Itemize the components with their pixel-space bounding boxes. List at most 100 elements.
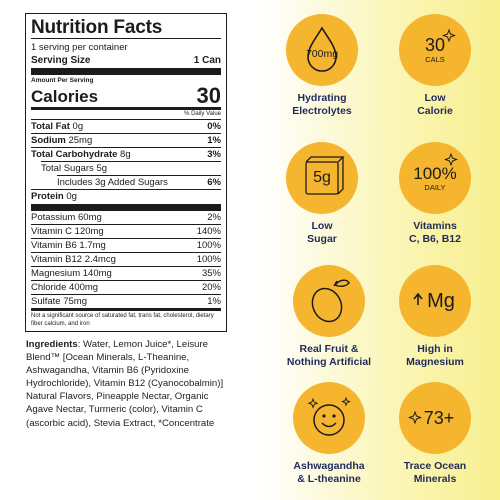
badge-hydrating-electrolytes: 700mg Hydrating Electrolytes bbox=[272, 14, 372, 118]
nutrient-name: Magnesium bbox=[31, 268, 81, 279]
nutrient-amount: 0g bbox=[72, 121, 84, 132]
nutrient-name: Sodium bbox=[31, 135, 66, 146]
smiley-icon bbox=[307, 396, 351, 436]
divider bbox=[31, 119, 221, 120]
micronutrient-row: Vitamin B12 2.4mcg 100% bbox=[31, 253, 221, 266]
nutrient-amount: 2.4mcg bbox=[84, 254, 116, 265]
badge-caption-line: Minerals bbox=[413, 473, 457, 485]
badge-low-sugar: 5g Low Sugar bbox=[272, 142, 372, 246]
nutrient-amount: 1.7mg bbox=[79, 240, 106, 251]
badge-circle: Mg bbox=[399, 265, 471, 337]
divider-thick bbox=[31, 68, 221, 75]
nutrient-row: Total Sugars 5g bbox=[31, 162, 221, 175]
calories-value: 30 bbox=[196, 83, 221, 108]
nutrient-dv: 3% bbox=[207, 149, 221, 160]
divider bbox=[31, 224, 221, 225]
badge-icon-subtext: CALS bbox=[425, 55, 445, 65]
divider bbox=[31, 238, 221, 239]
serving-size-value: 1 Can bbox=[193, 55, 221, 66]
divider-thick bbox=[31, 204, 221, 211]
nutrient-amount: 5g bbox=[96, 163, 108, 174]
badge-icon-text: 73+ bbox=[423, 407, 455, 428]
badge-circle: 30 CALS bbox=[399, 14, 471, 86]
nutrient-name: Vitamin B6 bbox=[31, 240, 77, 251]
badge-caption-line: C, B6, B12 bbox=[409, 233, 461, 245]
badge-trace-minerals: 73+ Trace Ocean Minerals bbox=[385, 382, 485, 486]
badge-caption: Trace Ocean Minerals bbox=[385, 460, 485, 486]
nutrient-row: Includes 3g Added Sugars 6% bbox=[31, 176, 221, 189]
badge-caption: Real Fruit & Nothing Artificial bbox=[279, 343, 379, 369]
sparkle-icon bbox=[442, 28, 456, 43]
nutrient-dv: 100% bbox=[196, 254, 221, 265]
badge-circle: 73+ bbox=[399, 382, 471, 454]
nutrient-name: Sulfate bbox=[31, 296, 61, 307]
badge-caption: Low Sugar bbox=[272, 220, 372, 246]
badge-caption-line: Sugar bbox=[307, 233, 337, 245]
divider bbox=[31, 147, 221, 148]
nutrient-dv: 1% bbox=[207, 296, 221, 307]
nutrient-name: Protein bbox=[31, 191, 64, 202]
badge-icon-text: 30 bbox=[424, 35, 446, 56]
nutrient-amount: 8g bbox=[120, 149, 131, 160]
badge-real-fruit: Real Fruit & Nothing Artificial bbox=[279, 265, 379, 369]
badge-icon-text: 700mg bbox=[305, 48, 339, 60]
lemon-icon bbox=[311, 279, 350, 323]
badge-caption-line: Calorie bbox=[417, 105, 453, 117]
divider bbox=[31, 133, 221, 134]
ingredients-text: Ingredients: Water, Lemon Juice*, Leisur… bbox=[26, 338, 236, 430]
badge-caption: Low Calorie bbox=[385, 92, 485, 118]
micronutrient-row: Vitamin C 120mg 140% bbox=[31, 225, 221, 238]
badge-caption-line: High in bbox=[417, 343, 453, 355]
badge-caption-line: Nothing Artificial bbox=[286, 356, 372, 368]
nutrient-name: Total Sugars bbox=[41, 163, 94, 174]
sparkle-icon bbox=[444, 152, 458, 167]
badge-caption-line: Hydrating bbox=[297, 92, 347, 104]
nutrient-name: Chloride bbox=[31, 282, 67, 293]
badge-caption-line: Magnesium bbox=[406, 356, 464, 368]
ingredients-label: Ingredients bbox=[26, 339, 78, 350]
nutrient-dv: 2% bbox=[207, 212, 221, 223]
nutrient-amount: 120mg bbox=[74, 226, 104, 237]
badge-caption: Vitamins C, B6, B12 bbox=[385, 220, 485, 246]
nutrient-dv: 20% bbox=[201, 282, 221, 293]
micronutrient-row: Sulfate 75mg 1% bbox=[31, 295, 221, 308]
divider bbox=[31, 189, 221, 190]
divider bbox=[41, 161, 221, 162]
mineral-icon bbox=[408, 410, 422, 425]
badge-caption-line: Low bbox=[424, 92, 446, 104]
badge-icon-text: Mg bbox=[427, 289, 455, 312]
amount-per-serving: Amount Per Serving bbox=[31, 77, 94, 84]
badge-caption: Hydrating Electrolytes bbox=[272, 92, 372, 118]
nutrient-amount: 25mg bbox=[68, 135, 93, 146]
badge-caption: Ashwagandha & L-theanine bbox=[279, 460, 379, 486]
badge-low-calorie: 30 CALS Low Calorie bbox=[385, 14, 485, 118]
nutrition-facts-title: Nutrition Facts bbox=[31, 17, 163, 38]
nutrient-row: Protein 0g bbox=[31, 190, 221, 203]
nutrition-facts-panel: Nutrition Facts 1 serving per container … bbox=[25, 13, 227, 332]
nutrient-amount: 0g bbox=[66, 191, 77, 202]
calories-label: Calories bbox=[31, 87, 99, 106]
serving-size-row: Serving Size 1 Can bbox=[31, 54, 221, 67]
divider bbox=[57, 175, 221, 176]
nutrient-row: Total Carbohydrate 8g 3% bbox=[31, 148, 221, 161]
nutrient-dv: 6% bbox=[207, 177, 221, 188]
badge-caption-line: Real Fruit & bbox=[299, 343, 359, 355]
micronutrient-row: Vitamin B6 1.7mg 100% bbox=[31, 239, 221, 252]
daily-value-header: % Daily Value bbox=[184, 111, 221, 117]
divider bbox=[31, 252, 221, 253]
badge-circle: 100% DAILY bbox=[399, 142, 471, 214]
divider bbox=[31, 294, 221, 295]
nutrient-amount: 400mg bbox=[69, 282, 99, 293]
badge-circle: 5g bbox=[286, 142, 358, 214]
badge-caption-line: & L-theanine bbox=[297, 473, 361, 485]
droplet-icon bbox=[307, 26, 337, 72]
nutrient-dv: 1% bbox=[207, 135, 221, 146]
badge-circle: 700mg bbox=[286, 14, 358, 86]
badge-vitamins: 100% DAILY Vitamins C, B6, B12 bbox=[385, 142, 485, 246]
badge-magnesium: Mg High in Magnesium bbox=[385, 265, 485, 369]
divider bbox=[31, 280, 221, 281]
nutrient-amount: 140mg bbox=[82, 268, 112, 279]
micronutrient-row: Chloride 400mg 20% bbox=[31, 281, 221, 294]
micronutrient-row: Magnesium 140mg 35% bbox=[31, 267, 221, 280]
badge-caption-line: Electrolytes bbox=[292, 105, 352, 117]
